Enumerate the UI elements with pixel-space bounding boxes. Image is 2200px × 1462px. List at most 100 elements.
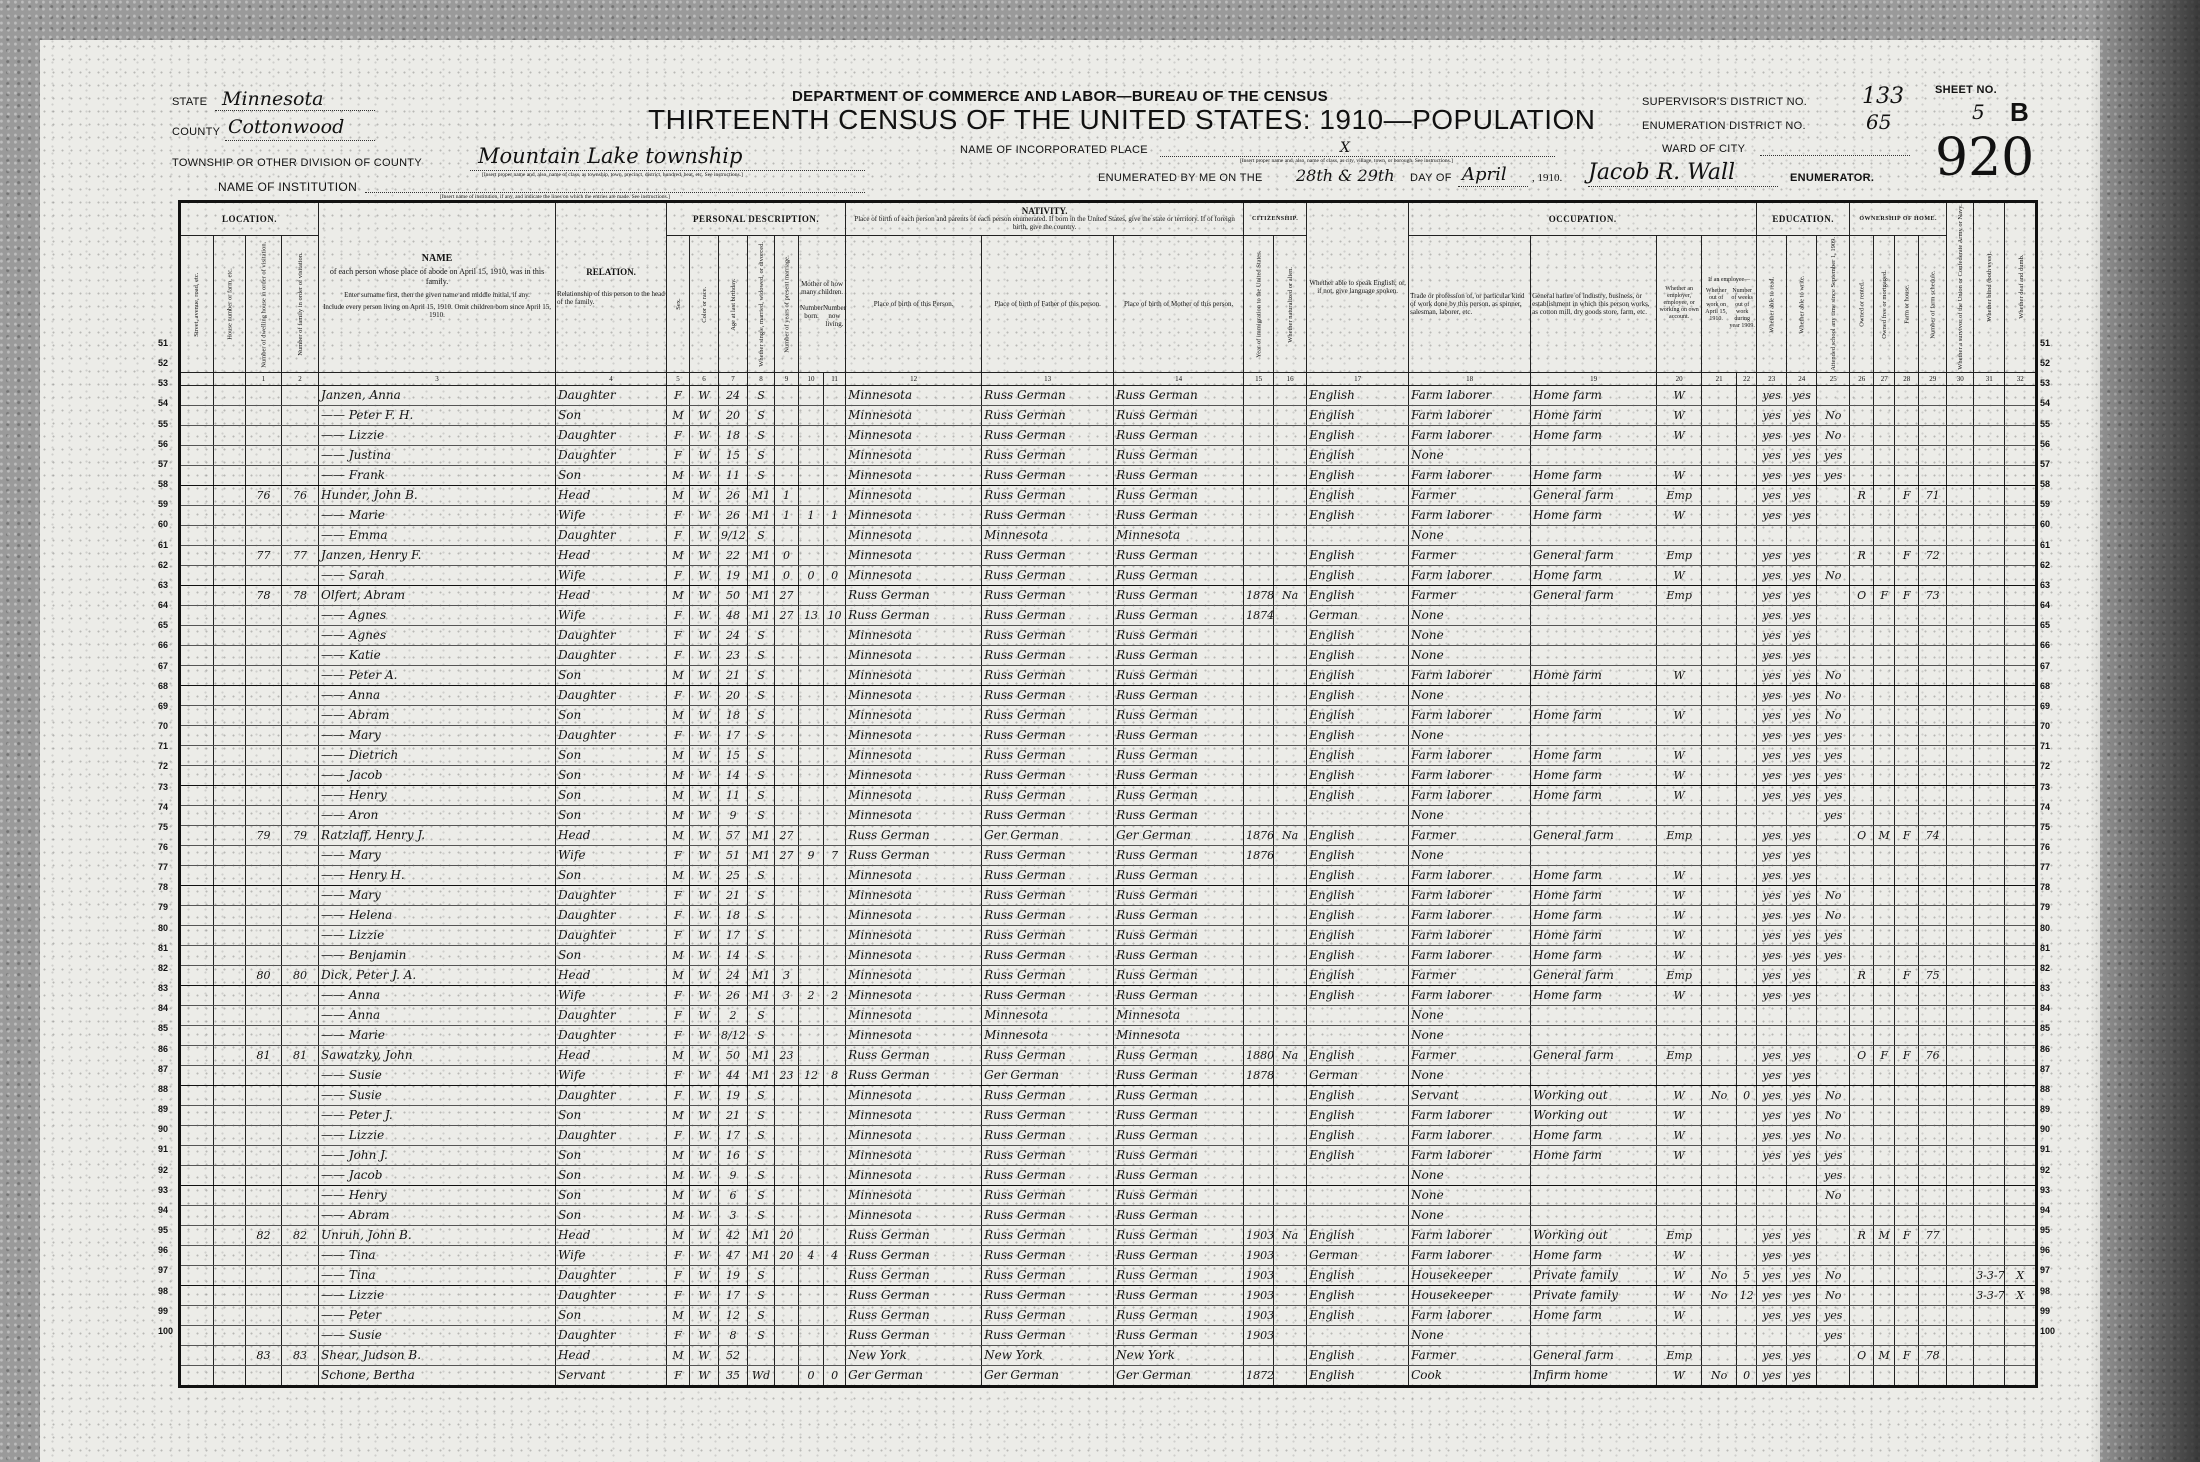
cell-nat xyxy=(1273,565,1307,586)
cell-nat xyxy=(1273,1365,1307,1387)
cell-race: W xyxy=(689,1205,719,1226)
line-number-right: 69 xyxy=(2040,700,2051,711)
cell-ind: Home farm xyxy=(1530,665,1657,686)
cell-nat: Na xyxy=(1273,1045,1307,1066)
cell-fbp: Russ German xyxy=(981,1245,1114,1266)
header-education: EDUCATION. xyxy=(1756,201,1851,236)
header-trade: Trade or profession of, or particular ki… xyxy=(1408,235,1532,373)
cell-born xyxy=(798,1145,824,1166)
cell-school xyxy=(1816,965,1850,986)
cell-blind xyxy=(1973,1185,2005,1206)
cell-school xyxy=(1816,1045,1850,1066)
cell-race: W xyxy=(689,1005,719,1026)
cell-school: yes xyxy=(1816,925,1850,946)
cell-lang xyxy=(1306,1005,1409,1026)
cell-trade: Farmer xyxy=(1408,1045,1531,1066)
cell-house xyxy=(213,425,246,446)
cell-yrs xyxy=(774,905,799,926)
cell-dwelling: 81 xyxy=(245,1045,282,1066)
cell-ind xyxy=(1530,1065,1657,1086)
cell-living xyxy=(823,1045,846,1066)
cell-out xyxy=(1701,805,1737,826)
cell-school: No xyxy=(1816,405,1850,426)
cell-read: yes xyxy=(1756,845,1787,866)
header-if-employee: If an employee— Whether out of work on A… xyxy=(1701,235,1758,373)
cell-weeks xyxy=(1736,385,1757,406)
cell-deaf xyxy=(2004,445,2037,466)
cell-imm xyxy=(1243,1145,1274,1166)
cell-nat xyxy=(1273,925,1307,946)
cell-family xyxy=(280,1005,319,1026)
cell-trade: None xyxy=(1408,725,1531,746)
column-number: 21 xyxy=(1701,371,1738,386)
cell-rel: Daughter xyxy=(555,905,667,926)
cell-sched xyxy=(1918,985,1947,1006)
cell-read: yes xyxy=(1756,1345,1787,1366)
cell-race: W xyxy=(689,705,719,726)
cell-school: yes xyxy=(1816,725,1850,746)
cell-write: yes xyxy=(1786,585,1817,606)
cell-family xyxy=(280,705,319,726)
cell-own xyxy=(1849,865,1874,886)
cell-living xyxy=(823,1165,846,1186)
cell-deaf xyxy=(2004,965,2037,986)
cell-imm xyxy=(1243,405,1274,426)
cell-write: yes xyxy=(1786,905,1817,926)
cell-army xyxy=(1946,1265,1974,1286)
month-value: April xyxy=(1462,164,1507,185)
cell-free xyxy=(1873,765,1895,786)
cell-free xyxy=(1873,985,1895,1006)
line-number-right: 81 xyxy=(2040,942,2051,953)
cell-read: yes xyxy=(1756,925,1787,946)
cell-living xyxy=(823,805,846,826)
cell-imm: 1903 xyxy=(1243,1225,1274,1246)
cell-nat xyxy=(1273,1345,1307,1366)
cell-bp: Minnesota xyxy=(845,785,982,806)
cell-sched xyxy=(1918,785,1947,806)
header-name: NAME of each person whose place of abode… xyxy=(318,201,557,373)
cell-free xyxy=(1873,1065,1895,1086)
cell-bp: Minnesota xyxy=(845,505,982,526)
cell-blind xyxy=(1973,905,2005,926)
cell-dwelling xyxy=(245,445,282,466)
cell-race: W xyxy=(689,585,719,606)
cell-yrs xyxy=(774,1285,799,1306)
column-number: 20 xyxy=(1656,371,1703,386)
cell-imm: 1903 xyxy=(1243,1285,1274,1306)
cell-fbp: Russ German xyxy=(981,425,1114,446)
cell-lang: English xyxy=(1306,985,1409,1006)
cell-imm xyxy=(1243,1125,1274,1146)
cell-deaf xyxy=(2004,1205,2037,1226)
cell-imm xyxy=(1243,725,1274,746)
cell-lang: English xyxy=(1306,1125,1409,1146)
cell-nat xyxy=(1273,1305,1307,1326)
line-number-right: 66 xyxy=(2040,640,2051,651)
cell-mbp: Russ German xyxy=(1113,605,1244,626)
cell-rel: Daughter xyxy=(555,385,667,406)
cell-sched xyxy=(1918,705,1947,726)
cell-cls: W xyxy=(1656,565,1702,586)
cell-write: yes xyxy=(1786,445,1817,466)
column-number: 24 xyxy=(1786,371,1818,386)
cell-name: —— Peter xyxy=(318,1305,556,1326)
cell-dwelling xyxy=(245,725,282,746)
cell-age: 26 xyxy=(718,485,748,506)
cell-weeks xyxy=(1736,985,1757,1006)
cell-deaf xyxy=(2004,825,2037,846)
cell-yrs: 27 xyxy=(774,605,799,626)
cell-rel: Son xyxy=(555,1305,667,1326)
cell-bp: Minnesota xyxy=(845,425,982,446)
cell-name: —— Abram xyxy=(318,1205,556,1226)
cell-out xyxy=(1701,1105,1737,1126)
cell-weeks xyxy=(1736,545,1757,566)
cell-house xyxy=(213,685,246,706)
header-relation-title: RELATION. xyxy=(586,267,636,278)
cell-race: W xyxy=(689,485,719,506)
cell-free xyxy=(1873,1005,1895,1026)
cell-lang xyxy=(1306,1205,1409,1226)
cell-farm xyxy=(1894,1305,1919,1326)
cell-cls: W xyxy=(1656,785,1702,806)
cell-sex: M xyxy=(666,665,690,686)
cell-rel: Daughter xyxy=(555,1125,667,1146)
cell-write: yes xyxy=(1786,465,1817,486)
